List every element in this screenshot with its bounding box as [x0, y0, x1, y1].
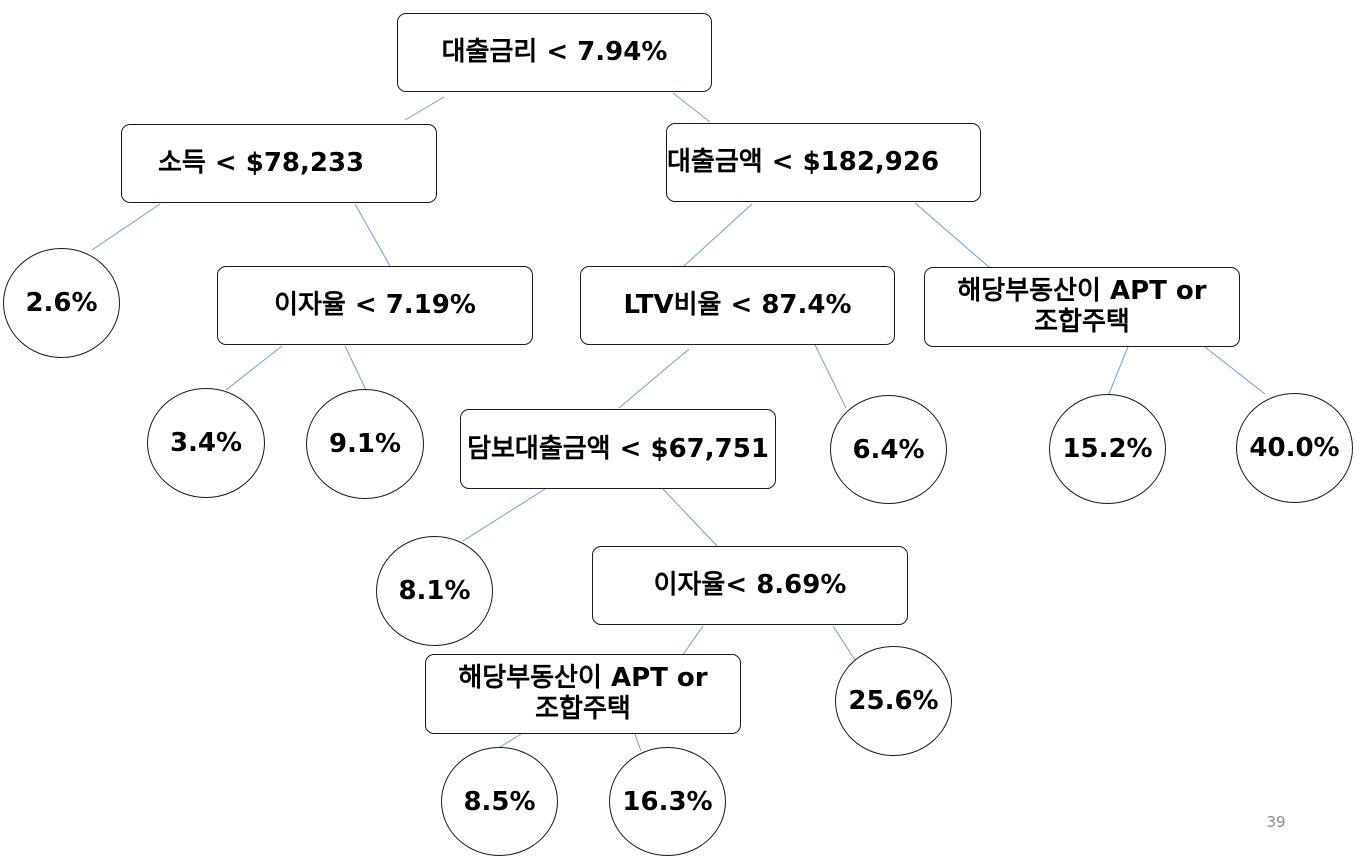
edge-loan-amount-ltv: [684, 204, 752, 266]
edge-property2-leaf-16-3: [635, 734, 641, 751]
node-interest-rate-2: 이자율< 8.69%: [592, 546, 908, 625]
leaf-9-1: 9.1%: [306, 389, 424, 499]
node-income: 소득 < $78,233: [121, 124, 437, 203]
leaf-6-4: 6.4%: [830, 395, 947, 504]
node-property-type-2: 해당부동산이 APT or 조합주택: [425, 654, 741, 734]
leaf-8-5: 8.5%: [441, 747, 558, 856]
leaf-3-4: 3.4%: [147, 388, 265, 498]
edge-income-leaf-2-6: [92, 204, 160, 250]
edge-rate1-leaf-3-4: [226, 346, 282, 390]
leaf-16-3: 16.3%: [609, 747, 726, 856]
edge-property1-leaf-40-0: [1205, 347, 1265, 394]
edge-rate2-leaf-25-6: [833, 626, 855, 660]
node-loan-amount: 대출금액 < $182,926: [666, 123, 981, 202]
node-mortgage-amount: 담보대출금액 < $67,751: [460, 409, 776, 489]
node-loan-rate: 대출금리 < 7.94%: [397, 13, 712, 92]
leaf-40-0: 40.0%: [1236, 393, 1353, 503]
edge-loan-amount-property1: [915, 203, 990, 268]
leaf-2-6: 2.6%: [3, 248, 120, 358]
leaf-15-2: 15.2%: [1049, 394, 1166, 504]
leaf-25-6: 25.6%: [835, 646, 952, 756]
leaf-8-1: 8.1%: [376, 536, 493, 646]
edge-property1-leaf-15-2: [1108, 347, 1128, 396]
edge-mortgage-leaf-8-1: [463, 489, 545, 541]
node-interest-rate-1: 이자율 < 7.19%: [217, 266, 533, 345]
edge-ltv-mortgage: [619, 349, 689, 408]
edge-root-loan-amount: [673, 93, 710, 122]
edge-rate1-leaf-9-1: [345, 346, 367, 392]
node-ltv-ratio: LTV비율 < 87.4%: [580, 266, 895, 345]
node-property-type-1: 해당부동산이 APT or 조합주택: [924, 267, 1240, 347]
edge-root-income: [405, 97, 444, 120]
edge-income-rate1: [355, 204, 390, 266]
edge-mortgage-rate2: [663, 489, 718, 547]
edge-ltv-leaf-6-4: [815, 345, 846, 408]
edge-rate2-property2: [682, 626, 703, 656]
page-number: 39: [1256, 813, 1296, 831]
